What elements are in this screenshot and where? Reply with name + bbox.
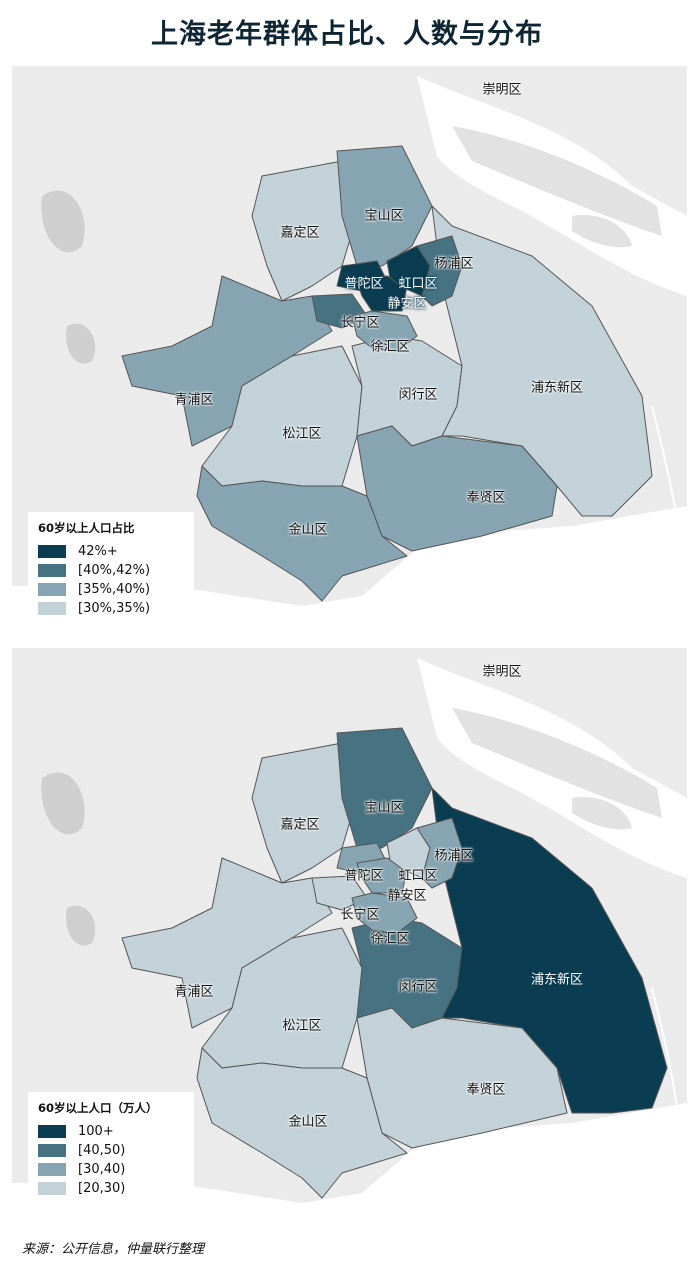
legend-item: [35%,40%) — [38, 580, 184, 599]
district-label: 浦东新区 — [530, 380, 584, 396]
legend-ratio: 60岁以上人口占比 42%+ [40%,42%) [35%,40%) [30%,… — [28, 512, 194, 626]
district-label: 静安区 — [387, 296, 427, 312]
district-label: 徐汇区 — [370, 339, 410, 355]
legend-title: 60岁以上人口（万人） — [38, 1101, 158, 1115]
legend-swatch — [38, 1163, 66, 1176]
district-label: 奉贤区 — [466, 1082, 506, 1098]
legend-swatch — [38, 564, 66, 577]
district-yangpu — [416, 235, 463, 307]
district-label: 长宁区 — [340, 907, 380, 923]
legend-item: [40,50) — [38, 1141, 184, 1160]
district-label: 青浦区 — [174, 984, 214, 1000]
legend-label: 42%+ — [78, 544, 118, 559]
legend-item: [30%,35%) — [38, 599, 184, 618]
legend-label: [30,40) — [78, 1162, 126, 1177]
district-label: 普陀区 — [344, 868, 384, 884]
lake-1 — [41, 772, 85, 835]
district-label: 松江区 — [282, 1018, 322, 1034]
district-label: 静安区 — [387, 888, 427, 904]
district-label: 普陀区 — [344, 276, 384, 292]
lake-1 — [41, 190, 85, 253]
district-label: 金山区 — [288, 522, 328, 538]
district-label: 嘉定区 — [280, 225, 320, 241]
district-xuhui — [351, 892, 418, 934]
source-note: 来源：公开信息，仲量联行整理 — [22, 1242, 205, 1257]
legend-swatch — [38, 583, 66, 596]
chongming-island — [452, 708, 662, 818]
lake-2 — [66, 905, 96, 946]
district-pudong — [431, 787, 668, 1114]
legend-label: [30%,35%) — [78, 601, 151, 616]
page-title: 上海老年群体占比、人数与分布 — [151, 19, 543, 50]
district-label: 金山区 — [288, 1114, 328, 1130]
map-elderly-ratio: 60岁以上人口占比 42%+ [40%,42%) [35%,40%) [30%,… — [12, 66, 687, 631]
legend-swatch — [38, 545, 66, 558]
road-1 — [651, 987, 681, 1129]
district-label: 闵行区 — [398, 979, 438, 995]
legend-item: 100+ — [38, 1122, 184, 1141]
district-yangpu — [416, 817, 463, 889]
legend-title: 60岁以上人口占比 — [38, 521, 135, 535]
legend-item: [30,40) — [38, 1160, 184, 1179]
legend-swatch — [38, 1182, 66, 1195]
legend-swatch — [38, 1125, 66, 1138]
district-label: 松江区 — [282, 426, 322, 442]
district-xuhui — [351, 310, 418, 352]
district-label: 宝山区 — [364, 208, 404, 224]
district-label: 虹口区 — [398, 276, 438, 292]
chongming-island — [452, 126, 662, 236]
district-label: 嘉定区 — [280, 817, 320, 833]
legend-item: [20,30) — [38, 1179, 184, 1198]
map-elderly-population: 60岁以上人口（万人） 100+ [40,50) [30,40) [20,30)… — [12, 648, 687, 1228]
legend-swatch — [38, 602, 66, 615]
lake-2 — [66, 323, 96, 364]
legend-item: [40%,42%) — [38, 561, 184, 580]
district-label: 杨浦区 — [434, 256, 474, 272]
map-2-svg — [12, 658, 687, 1228]
legend-label: [40,50) — [78, 1143, 126, 1158]
district-jinshan — [196, 465, 408, 602]
district-label: 宝山区 — [364, 800, 404, 816]
legend-label: [20,30) — [78, 1181, 126, 1196]
changxing-island — [572, 215, 632, 248]
district-jingan — [356, 857, 408, 894]
legend-label: 100+ — [78, 1124, 114, 1139]
district-label: 长宁区 — [340, 315, 380, 331]
changxing-island — [572, 797, 632, 830]
district-label: 虹口区 — [398, 868, 438, 884]
district-label: 徐汇区 — [370, 931, 410, 947]
road-1 — [651, 405, 681, 537]
district-jingan — [356, 275, 408, 312]
legend-item: 42%+ — [38, 542, 184, 561]
district-label: 闵行区 — [398, 387, 438, 403]
legend-population: 60岁以上人口（万人） 100+ [40,50) [30,40) [20,30) — [28, 1092, 194, 1206]
district-label: 崇明区 — [482, 82, 522, 98]
legend-swatch — [38, 1144, 66, 1157]
district-label: 奉贤区 — [466, 490, 506, 506]
legend-label: [40%,42%) — [78, 563, 151, 578]
district-jinshan — [196, 1047, 408, 1199]
district-label: 浦东新区 — [530, 972, 584, 988]
district-label: 青浦区 — [174, 392, 214, 408]
legend-label: [35%,40%) — [78, 582, 151, 597]
district-label: 杨浦区 — [434, 848, 474, 864]
district-label: 崇明区 — [482, 664, 522, 680]
map-1-svg — [12, 76, 687, 631]
